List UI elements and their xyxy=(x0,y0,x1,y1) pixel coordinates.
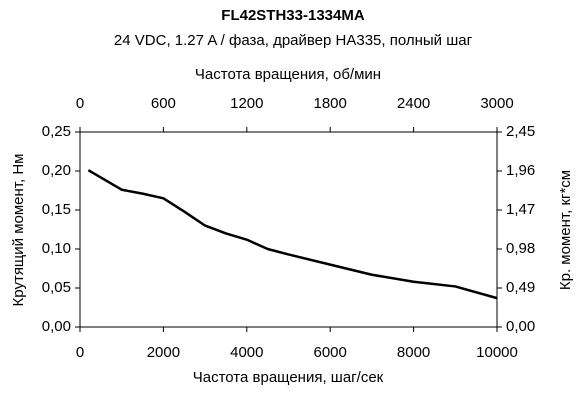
y2-tick-label: 0,00 xyxy=(506,318,535,335)
plot-frame xyxy=(79,131,498,328)
x-tick-label: 6000 xyxy=(314,344,347,361)
y-axis-label: Крутящий момент, Нм xyxy=(10,154,27,307)
y2-tick-label: 1,96 xyxy=(506,162,535,179)
chart-subtitle: 24 VDC, 1.27 A / фаза, драйвер HA335, по… xyxy=(114,32,473,49)
y2-tick-label: 0,98 xyxy=(506,240,535,257)
chart-title: FL42STH33-1334MA xyxy=(221,7,365,24)
y-tick-label: 0,15 xyxy=(42,201,71,218)
y2-axis-label: Кр. момент, кг*см xyxy=(557,170,574,290)
x2-tick-label: 1200 xyxy=(230,95,263,112)
y-tick-label: 0,00 xyxy=(42,318,71,335)
x-tick-label: 10000 xyxy=(476,344,518,361)
x2-tick-label: 1800 xyxy=(314,95,347,112)
x2-tick-label: 0 xyxy=(76,95,84,112)
x2-tick-label: 600 xyxy=(151,95,176,112)
y-tick-label: 0,10 xyxy=(42,240,71,257)
y-tick-label: 0,20 xyxy=(42,162,71,179)
x-tick-label: 4000 xyxy=(230,344,263,361)
y2-tick-label: 1,47 xyxy=(506,201,535,218)
y-tick-label: 0,05 xyxy=(42,279,71,296)
x2-axis-label: Частота вращения, об/мин xyxy=(195,66,381,83)
x-tick-label: 8000 xyxy=(397,344,430,361)
x2-tick-label: 3000 xyxy=(480,95,513,112)
x-axis-label: Частота вращения, шаг/сек xyxy=(193,369,384,386)
y2-tick-label: 0,49 xyxy=(506,279,535,296)
y-tick-label: 0,25 xyxy=(42,123,71,140)
x-tick-label: 2000 xyxy=(147,344,180,361)
torque-curve xyxy=(87,169,498,300)
y2-tick-label: 2,45 xyxy=(506,123,535,140)
x2-tick-label: 2400 xyxy=(397,95,430,112)
x-tick-label: 0 xyxy=(76,344,84,361)
